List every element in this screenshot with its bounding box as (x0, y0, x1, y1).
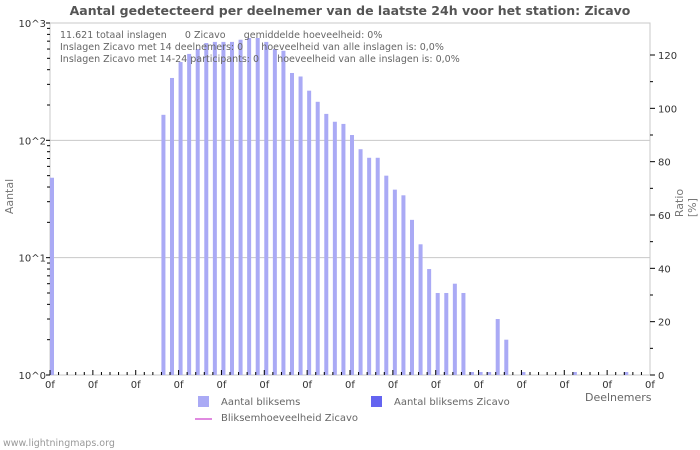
bar (452, 283, 457, 375)
bar (401, 195, 406, 375)
svg-text:0f: 0f (131, 380, 141, 391)
bar (50, 177, 54, 375)
bar (161, 114, 166, 375)
bar (221, 41, 226, 375)
bar (298, 76, 303, 375)
svg-text:10^2: 10^2 (19, 136, 46, 147)
legend-label-ratio-line: Bliksemhoeveelheid Zicavo (221, 413, 359, 424)
svg-text:20: 20 (658, 318, 671, 329)
svg-text:0f: 0f (45, 380, 55, 391)
bar (170, 77, 174, 375)
svg-text:0f: 0f (88, 380, 98, 391)
svg-text:10^0: 10^0 (19, 371, 46, 382)
info-line-2: Inslagen Zicavo met 14 deelnemers: 0 hoe… (60, 42, 444, 53)
svg-text:0f: 0f (216, 380, 226, 391)
svg-text:0f: 0f (259, 380, 269, 391)
svg-text:10^1: 10^1 (19, 254, 46, 265)
bar (230, 41, 234, 375)
legend-swatch-bars (198, 396, 209, 407)
chart-title: Aantal gedetecteerd per deelnemer van de… (69, 3, 631, 18)
svg-text:80: 80 (658, 158, 671, 169)
legend-label-bars: Aantal bliksems (221, 397, 301, 408)
bar (392, 189, 397, 375)
bar (264, 41, 269, 375)
bar (350, 135, 354, 375)
svg-text:40: 40 (658, 264, 671, 275)
svg-text:0f: 0f (516, 380, 526, 391)
bar (521, 372, 526, 375)
bar (332, 121, 337, 375)
bar (272, 49, 277, 376)
bar (418, 244, 423, 375)
bar (307, 90, 312, 375)
svg-text:0f: 0f (302, 380, 312, 391)
svg-text:0f: 0f (431, 380, 441, 391)
bar (290, 72, 294, 375)
x-axis-label: Deelnemers (585, 391, 652, 404)
legend-label-station-bars: Aantal bliksems Zicavo (394, 397, 510, 408)
legend-swatch-station-bars (371, 396, 382, 407)
bar (195, 49, 200, 376)
bar (384, 175, 389, 375)
svg-text:10^3: 10^3 (19, 19, 46, 30)
bar (504, 339, 509, 375)
bar (435, 292, 440, 375)
bar (358, 149, 363, 375)
svg-text:120: 120 (658, 51, 677, 62)
bar (478, 372, 483, 375)
bar (375, 157, 380, 375)
bar (324, 113, 329, 376)
bar (204, 43, 209, 376)
info-line-1: 11.621 totaal inslagen 0 Zicavo gemiddel… (60, 30, 383, 41)
bar (572, 372, 577, 375)
legend-swatch-ratio-line (195, 418, 212, 420)
bar (444, 292, 449, 375)
bar (427, 269, 432, 375)
svg-text:0: 0 (658, 371, 664, 382)
y-axis-label-right: Ratio [%] (673, 188, 700, 218)
svg-text:100: 100 (658, 104, 677, 115)
bar (461, 292, 466, 375)
svg-text:0f: 0f (388, 380, 398, 391)
svg-text:0f: 0f (602, 380, 612, 391)
svg-text:0f: 0f (345, 380, 355, 391)
bar (487, 372, 492, 375)
footer-source: www.lightningmaps.org (3, 438, 115, 449)
y-axis-label-left: Aantal (3, 178, 17, 215)
bar (367, 157, 372, 375)
bar (247, 38, 252, 375)
bar (255, 38, 260, 375)
svg-text:0f: 0f (474, 380, 484, 391)
bar (212, 41, 217, 375)
bar (410, 219, 414, 375)
bar (178, 62, 183, 375)
bar (187, 53, 192, 376)
svg-text:0f: 0f (645, 380, 655, 391)
info-line-3: Inslagen Zicavo met 14-24 participants: … (60, 54, 460, 65)
svg-text:0f: 0f (174, 380, 184, 391)
svg-text:60: 60 (658, 211, 671, 222)
bar (624, 372, 629, 375)
svg-text:0f: 0f (559, 380, 569, 391)
bar (315, 101, 320, 375)
bar (495, 319, 500, 375)
bar (341, 123, 346, 375)
bar (470, 372, 474, 375)
bar (238, 39, 243, 375)
bar (281, 50, 286, 375)
